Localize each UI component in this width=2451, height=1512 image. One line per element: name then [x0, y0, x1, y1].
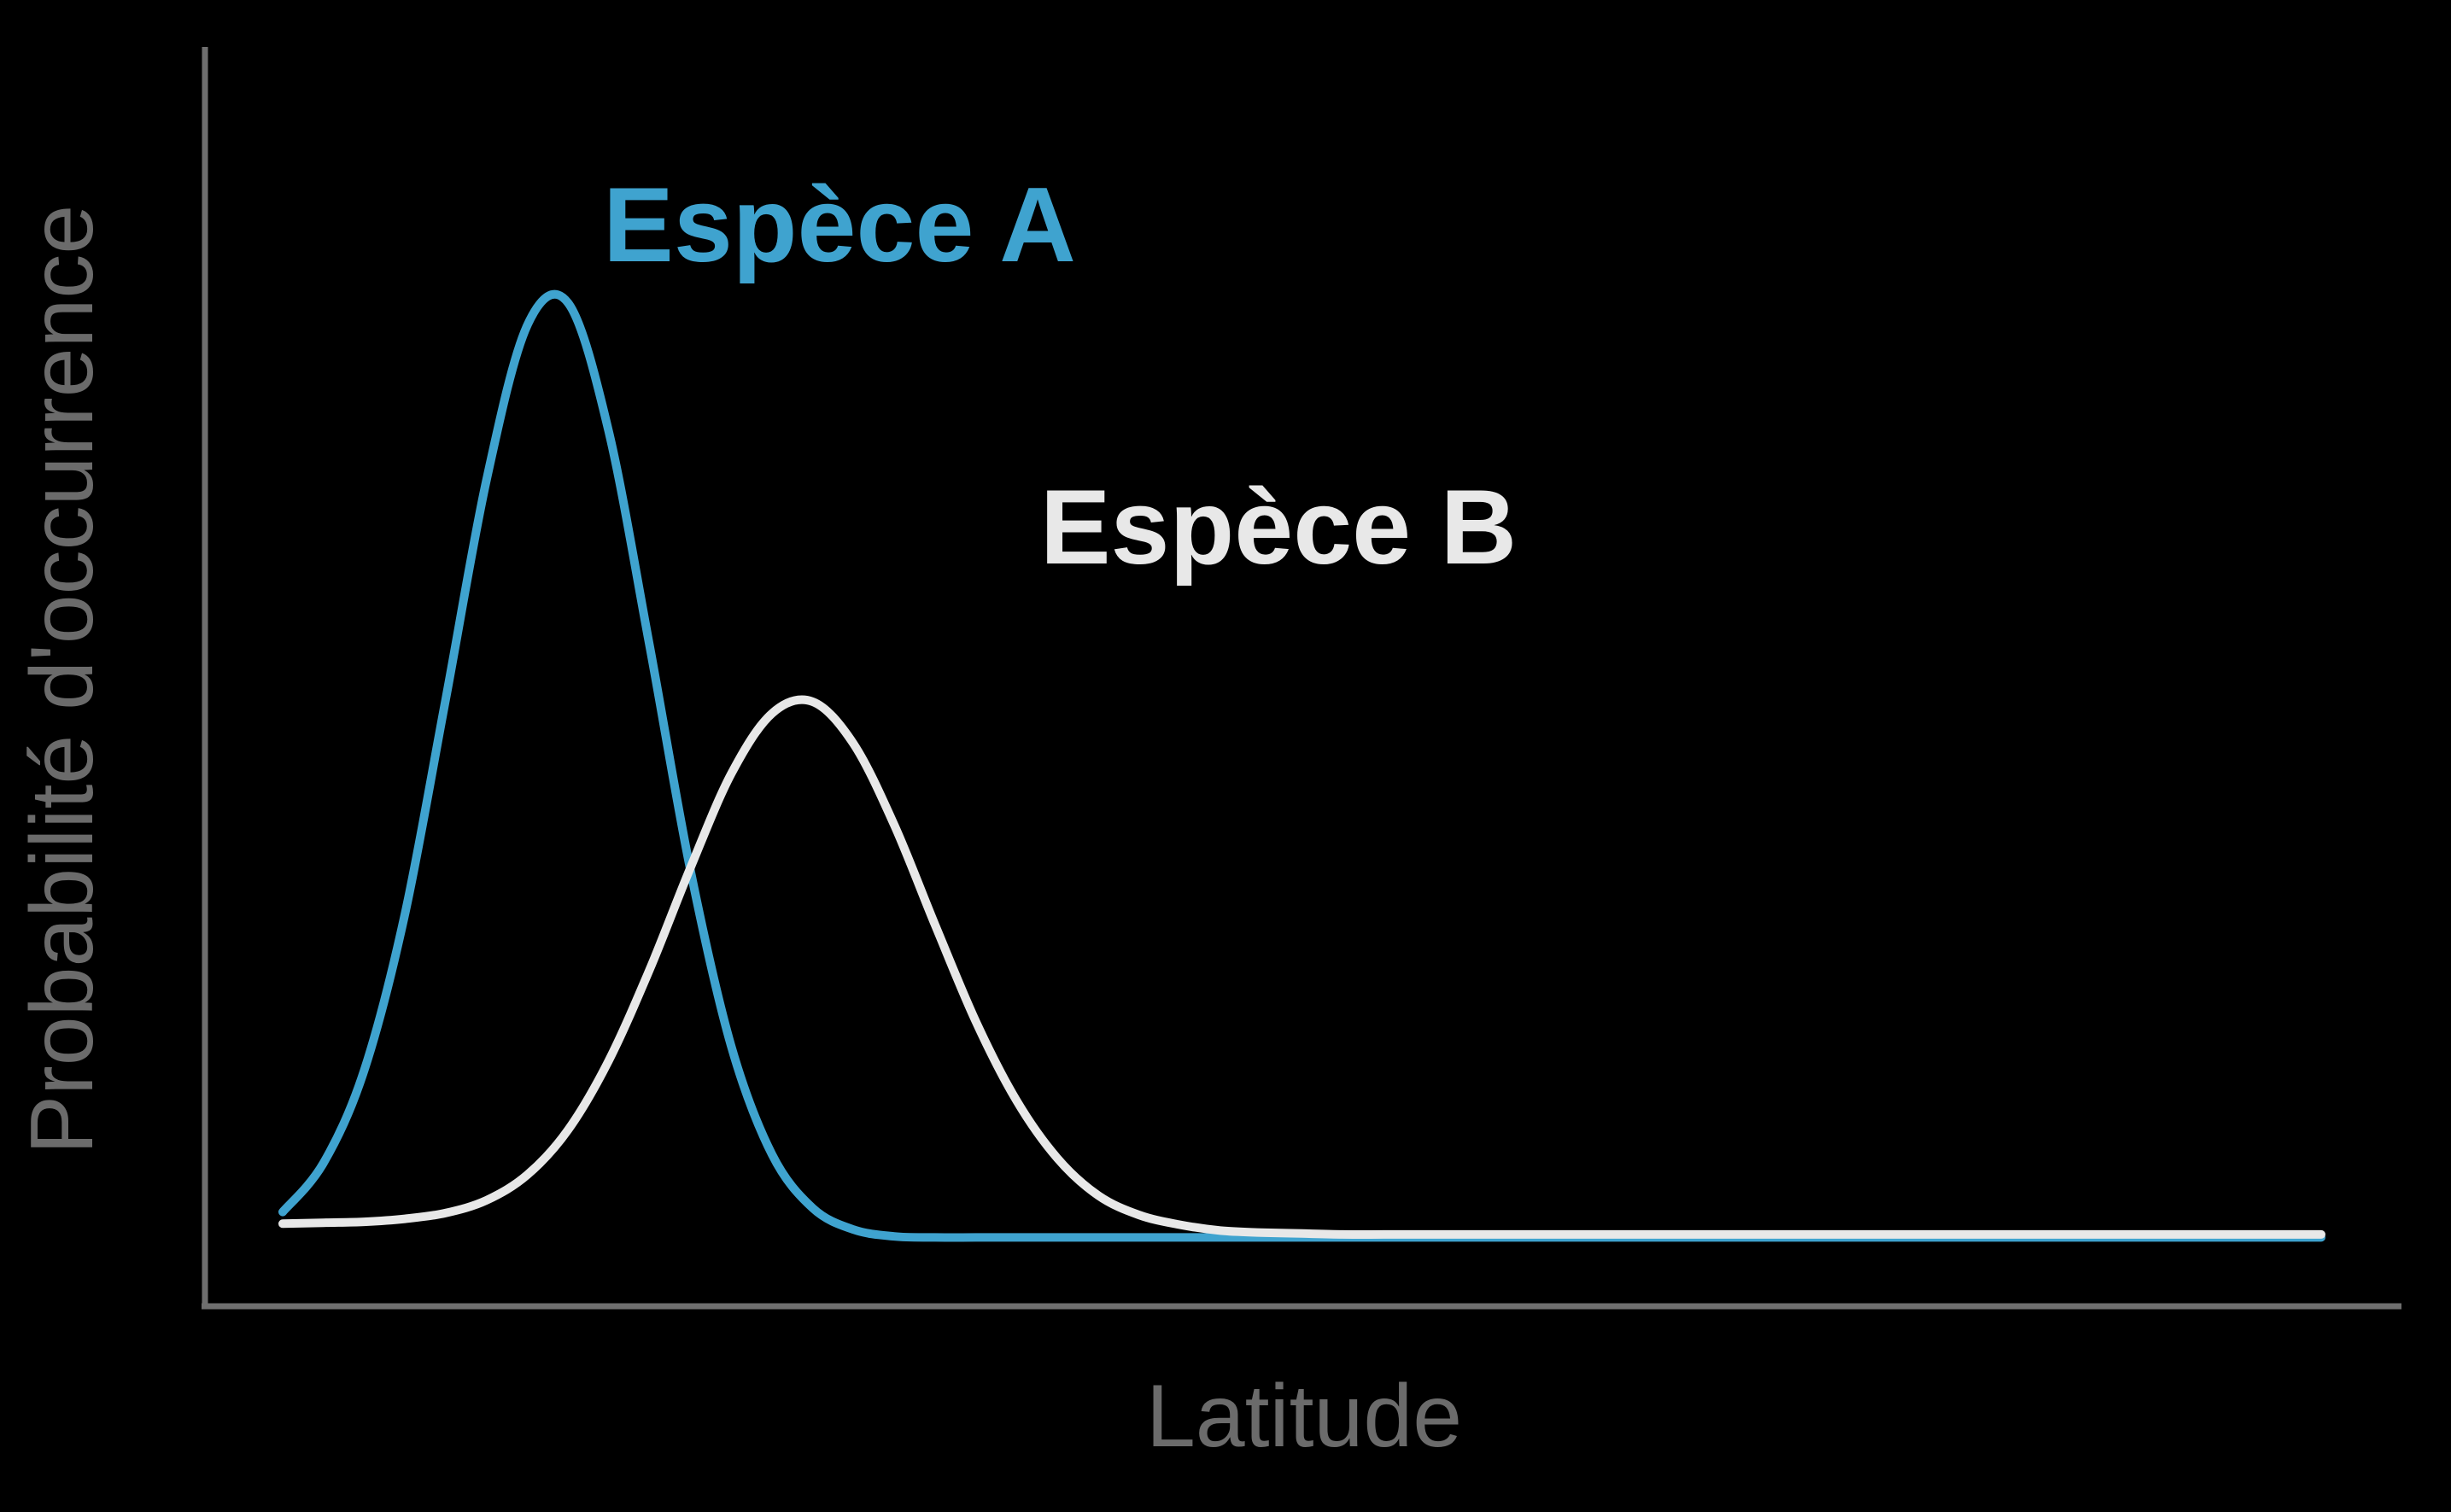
y-axis-label: Probabilité d'occurrence: [13, 205, 112, 1154]
series-label-espece-b: Espèce B: [1040, 469, 1517, 587]
series-line-espece-b: [278, 695, 2325, 1239]
series-label-espece-a: Espèce A: [603, 166, 1076, 284]
series-layer: [278, 289, 2325, 1242]
x-axis-label: Latitude: [1146, 1367, 1462, 1466]
